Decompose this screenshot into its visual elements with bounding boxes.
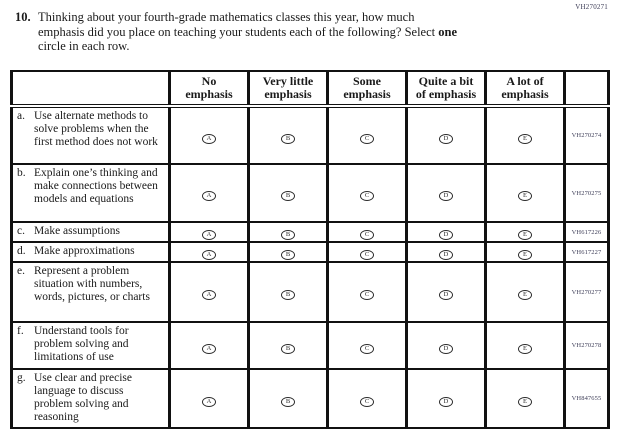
oval-row-a-some[interactable]: C (360, 133, 374, 144)
row-label-e: e. Represent a problem situation with num… (10, 261, 171, 323)
question-10: 10. Thinking about your fourth-grade mat… (15, 10, 457, 54)
oval-row-c-no-emphasis[interactable]: A (202, 230, 216, 240)
oval-row-b-quite-a-bit[interactable]: D (439, 191, 453, 202)
oval-row-f-quite-a-bit[interactable]: D (439, 343, 453, 354)
oval-row-f-some[interactable]: C (360, 343, 374, 354)
oval-row-a-no-emphasis[interactable]: A (202, 133, 216, 144)
oval-row-a-quite-a-bit[interactable]: D (439, 133, 453, 144)
form-item-code-header: VH270271 (575, 3, 608, 11)
item-code-a: VH270274 (563, 105, 610, 165)
row-label-d: d. Make approximations (10, 241, 171, 263)
item-code-g: VH847655 (563, 368, 610, 429)
table-row-b: b. Explain one’s thinking and make connec… (10, 163, 610, 223)
column-header-no-emphasis: No emphasis (168, 70, 250, 108)
oval-row-f-very-little[interactable]: B (281, 343, 295, 354)
oval-row-d-a-lot[interactable]: E (518, 250, 532, 260)
row-label-a: a. Use alternate methods to solve problem… (10, 105, 171, 165)
item-code-f: VH270278 (563, 321, 610, 370)
question-number: 10. (15, 10, 31, 24)
oval-row-f-a-lot[interactable]: E (518, 343, 532, 354)
oval-row-g-quite-a-bit[interactable]: D (439, 396, 453, 407)
oval-row-c-very-little[interactable]: B (281, 230, 295, 240)
column-header-very-little-emphasis: Very little emphasis (247, 70, 329, 108)
bold-word: one (438, 24, 457, 39)
oval-row-e-very-little[interactable]: B (281, 290, 295, 301)
oval-row-a-a-lot[interactable]: E (518, 133, 532, 144)
oval-row-d-quite-a-bit[interactable]: D (439, 250, 453, 260)
table-row-d: d. Make approximations A B C D E VH617227 (10, 241, 610, 263)
table-row-f: f. Understand tools for problem solving a… (10, 321, 610, 370)
item-code-d: VH617227 (563, 241, 610, 263)
table-row-a: a. Use alternate methods to solve problem… (10, 105, 610, 165)
table-row-e: e. Represent a problem situation with num… (10, 261, 610, 323)
oval-row-e-a-lot[interactable]: E (518, 290, 532, 301)
oval-row-f-no-emphasis[interactable]: A (202, 343, 216, 354)
corner-cell (10, 70, 171, 108)
table-row-g: g. Use clear and precise language to disc… (10, 368, 610, 429)
column-header-some-emphasis: Some emphasis (326, 70, 408, 108)
oval-row-c-quite-a-bit[interactable]: D (439, 230, 453, 240)
row-label-g: g. Use clear and precise language to disc… (10, 368, 171, 429)
oval-row-d-very-little[interactable]: B (281, 250, 295, 260)
oval-row-d-no-emphasis[interactable]: A (202, 250, 216, 260)
item-code-b: VH270275 (563, 163, 610, 223)
oval-row-c-a-lot[interactable]: E (518, 230, 532, 240)
item-code-e: VH270277 (563, 261, 610, 323)
code-column-header (563, 70, 610, 108)
question-text: Thinking about your fourth-grade mathema… (38, 10, 457, 53)
row-label-b: b. Explain one’s thinking and make connec… (10, 163, 171, 223)
oval-row-g-very-little[interactable]: B (281, 396, 295, 407)
row-label-f: f. Understand tools for problem solving a… (10, 321, 171, 370)
oval-row-e-some[interactable]: C (360, 290, 374, 301)
item-code-c: VH617226 (563, 221, 610, 243)
oval-row-g-some[interactable]: C (360, 396, 374, 407)
column-header-a-lot-of-emphasis: A lot of emphasis (484, 70, 566, 108)
oval-row-e-no-emphasis[interactable]: A (202, 290, 216, 301)
oval-row-g-no-emphasis[interactable]: A (202, 396, 216, 407)
oval-row-a-very-little[interactable]: B (281, 133, 295, 144)
oval-row-g-a-lot[interactable]: E (518, 396, 532, 407)
oval-row-d-some[interactable]: C (360, 250, 374, 260)
oval-row-c-some[interactable]: C (360, 230, 374, 240)
oval-row-b-very-little[interactable]: B (281, 191, 295, 202)
emphasis-matrix-table: No emphasis Very little emphasis Some empha… (10, 70, 610, 429)
oval-row-b-a-lot[interactable]: E (518, 191, 532, 202)
column-header-quite-a-bit-of-emphasis: Quite a bit of emphasis (405, 70, 487, 108)
oval-row-b-no-emphasis[interactable]: A (202, 191, 216, 202)
oval-row-b-some[interactable]: C (360, 191, 374, 202)
oval-row-e-quite-a-bit[interactable]: D (439, 290, 453, 301)
table-row-c: c. Make assumptions A B C D E VH617226 (10, 221, 610, 243)
row-label-c: c. Make assumptions (10, 221, 171, 243)
